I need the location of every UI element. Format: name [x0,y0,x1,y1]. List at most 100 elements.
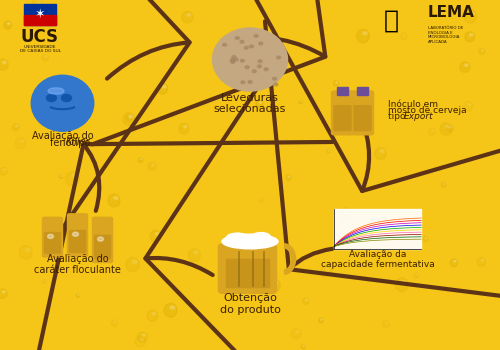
Ellipse shape [42,280,46,283]
Circle shape [62,94,72,101]
Ellipse shape [182,12,193,23]
Ellipse shape [264,264,266,265]
Ellipse shape [400,33,407,40]
Ellipse shape [212,28,288,91]
Ellipse shape [42,54,48,61]
Ellipse shape [380,150,384,153]
Ellipse shape [444,183,445,184]
Text: Avaliação do
caráter floculante: Avaliação do caráter floculante [34,254,121,275]
Ellipse shape [152,312,156,315]
FancyBboxPatch shape [68,214,87,256]
Ellipse shape [460,62,470,72]
Ellipse shape [266,278,280,293]
Ellipse shape [26,248,30,251]
Ellipse shape [150,230,161,242]
Ellipse shape [382,321,389,328]
Ellipse shape [414,273,418,278]
FancyBboxPatch shape [42,217,62,257]
Circle shape [252,70,256,73]
Ellipse shape [464,102,472,111]
Ellipse shape [464,64,468,66]
Ellipse shape [428,128,435,135]
Ellipse shape [184,125,187,128]
Ellipse shape [19,246,32,259]
Circle shape [248,80,252,83]
Text: tipo: tipo [388,112,408,121]
Ellipse shape [0,167,8,175]
Ellipse shape [226,72,230,78]
Ellipse shape [60,175,62,178]
Ellipse shape [112,320,117,326]
Text: Killer: Killer [66,137,90,147]
Text: Inóculo em: Inóculo em [388,100,438,109]
Ellipse shape [170,306,175,309]
Ellipse shape [48,88,64,94]
Circle shape [240,59,244,62]
Ellipse shape [256,267,260,270]
Circle shape [272,77,276,80]
Text: LEMA: LEMA [428,5,474,20]
Ellipse shape [432,130,434,131]
Ellipse shape [300,101,302,102]
FancyArrowPatch shape [31,142,332,350]
Ellipse shape [468,103,471,106]
Ellipse shape [179,124,189,134]
Ellipse shape [426,237,427,239]
Bar [357,87,368,94]
Text: fenótipo: fenótipo [50,137,94,148]
Ellipse shape [470,12,474,15]
Ellipse shape [482,49,484,51]
Circle shape [274,83,278,86]
Ellipse shape [251,265,261,276]
Ellipse shape [339,208,352,222]
FancyArrowPatch shape [242,0,500,191]
Ellipse shape [20,140,24,142]
Circle shape [98,237,103,241]
Bar [226,259,269,287]
Ellipse shape [2,291,6,293]
Ellipse shape [356,29,370,43]
Ellipse shape [53,225,66,239]
Circle shape [250,45,254,48]
Ellipse shape [162,85,166,88]
Circle shape [222,43,226,46]
Circle shape [231,61,235,63]
Ellipse shape [2,61,6,64]
FancyArrowPatch shape [20,0,190,248]
Ellipse shape [450,259,458,267]
Ellipse shape [158,83,168,94]
Ellipse shape [72,174,77,177]
Circle shape [254,34,258,37]
Bar [24,4,56,25]
Text: Leveduras
selecionadas: Leveduras selecionadas [214,93,286,114]
Ellipse shape [188,248,200,261]
Ellipse shape [286,175,291,180]
Ellipse shape [136,336,145,347]
Text: 🍷: 🍷 [384,9,398,33]
Ellipse shape [4,21,12,29]
Ellipse shape [194,251,198,254]
Ellipse shape [228,74,230,75]
FancyBboxPatch shape [94,235,110,259]
Ellipse shape [15,138,26,149]
Ellipse shape [164,303,177,317]
Ellipse shape [447,125,454,132]
Circle shape [240,40,244,43]
Ellipse shape [114,321,116,322]
FancyBboxPatch shape [354,106,371,131]
Ellipse shape [273,281,278,284]
Ellipse shape [0,59,8,70]
Ellipse shape [16,125,18,127]
Ellipse shape [423,237,428,242]
Ellipse shape [259,102,262,103]
Ellipse shape [326,268,330,271]
Ellipse shape [138,332,147,342]
Circle shape [245,66,249,69]
Ellipse shape [140,338,143,341]
Ellipse shape [187,14,191,16]
Ellipse shape [66,172,80,186]
Ellipse shape [260,199,263,202]
Ellipse shape [464,9,477,23]
Text: Avaliação do: Avaliação do [32,131,94,141]
FancyBboxPatch shape [44,232,60,253]
